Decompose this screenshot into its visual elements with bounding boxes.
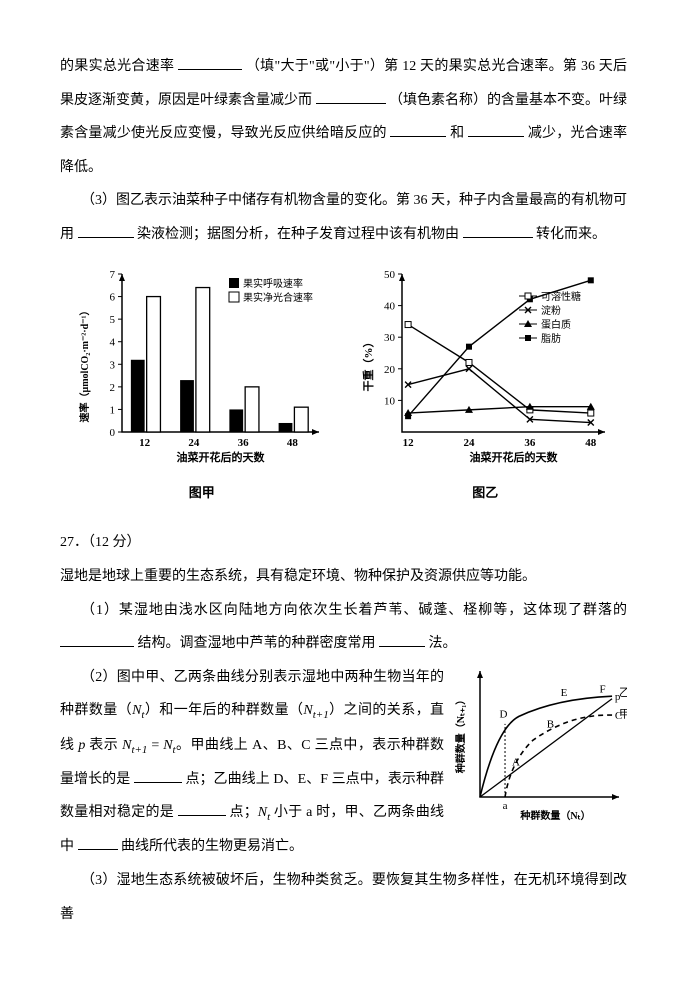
figure-yi: 10 20 30 40 50 干重（%） 12 24 36 48 油菜开花后的天数 可溶性糖淀粉蛋白质… (358, 264, 613, 509)
svg-text:A: A (512, 756, 520, 768)
svg-text:48: 48 (287, 437, 299, 449)
blank-pigment[interactable] (316, 89, 386, 104)
text: 和 (450, 126, 464, 141)
svg-text:蛋白质: 蛋白质 (541, 318, 571, 331)
sub-t1: t+1 (131, 743, 147, 755)
q27-heading: 27．（12 分） (60, 526, 627, 560)
text: 点； (229, 805, 257, 820)
svg-text:F: F (600, 683, 606, 695)
svg-text:D: D (499, 708, 507, 720)
svg-text:48: 48 (585, 437, 597, 449)
svg-text:B: B (547, 718, 554, 730)
svg-text:50: 50 (384, 269, 396, 281)
svg-text:20: 20 (384, 363, 396, 375)
text: 染液检测；据图分析，在种子发育过程中该有机物由 (137, 227, 459, 242)
svg-text:36: 36 (238, 437, 250, 449)
svg-text:乙: 乙 (619, 686, 627, 699)
svg-text:2: 2 (110, 381, 116, 393)
svg-text:7: 7 (110, 269, 116, 281)
svg-text:种群数量（Nₜ₊₁）: 种群数量（Nₜ₊₁） (454, 694, 467, 773)
blank-product2[interactable] (468, 122, 524, 137)
svg-text:油菜开花后的天数: 油菜开花后的天数 (469, 450, 558, 464)
q27-intro: 湿地是地球上重要的生态系统，具有稳定环境、物种保护及资源供应等功能。 (60, 560, 627, 594)
blank-stable-point[interactable] (178, 801, 226, 816)
bar-chart: 01234567速率（μmolCO₂·m⁻²·d⁻¹）12243648油菜开花后… (74, 264, 329, 464)
text: 曲线所代表的生物更易消亡。 (121, 839, 303, 854)
blank-from[interactable] (463, 223, 533, 238)
var-N: N (132, 703, 141, 718)
text: 表示 (85, 738, 122, 753)
svg-text:40: 40 (384, 300, 396, 312)
var-N: N (163, 738, 172, 753)
sub-t: t (267, 811, 270, 823)
svg-text:油菜开花后的天数: 油菜开花后的天数 (177, 450, 266, 464)
blank-dye[interactable] (78, 223, 134, 238)
svg-text:1: 1 (110, 404, 116, 416)
svg-text:果实呼吸速率: 果实呼吸速率 (243, 277, 303, 290)
text: 法。 (429, 636, 457, 651)
q27-part2-row: （2）图中甲、乙两条曲线分别表示湿地中两种生物当年的种群数量（Nt）和一年后的种… (60, 661, 627, 864)
svg-text:10: 10 (384, 395, 396, 407)
q27-part3: （3）湿地生态系统被破坏后，生物种类贫乏。要恢复其生物多样性，在无机环境得到改善 (60, 864, 627, 931)
q-part2-paragraph: 的果实总光合速率 （填"大于"或"小于"）第 12 天的果实总光合速率。第 36… (60, 50, 627, 184)
svg-text:淀粉: 淀粉 (541, 304, 561, 317)
q-part3-paragraph: （3）图乙表示油菜种子中储存有机物含量的变化。第 36 天，种子内含量最高的有机… (60, 184, 627, 251)
svg-text:12: 12 (139, 437, 151, 449)
question-27: 27．（12 分） 湿地是地球上重要的生态系统，具有稳定环境、物种保护及资源供应… (60, 526, 627, 931)
q27-part2-text: （2）图中甲、乙两条曲线分别表示湿地中两种生物当年的种群数量（Nt）和一年后的种… (60, 661, 444, 864)
caption-jia: 图甲 (74, 477, 329, 508)
svg-text:速率（μmolCO₂·m⁻²·d⁻¹）: 速率（μmolCO₂·m⁻²·d⁻¹） (78, 305, 91, 422)
blank-curve[interactable] (78, 835, 118, 850)
svg-text:0: 0 (110, 427, 116, 439)
text: （1）某湿地由浅水区向陆地方向依次生长着芦苇、碱蓬、柽柳等，这体现了群落的 (81, 603, 627, 618)
blank-method[interactable] (379, 632, 425, 647)
svg-text:12: 12 (402, 437, 414, 449)
svg-text:甲: 甲 (619, 708, 627, 720)
text: ）和一年后的种群数量（ (144, 703, 303, 718)
line-chart: 10 20 30 40 50 干重（%） 12 24 36 48 油菜开花后的天数 可溶性糖淀粉蛋白质… (358, 264, 613, 464)
text: 结构。调查湿地中芦苇的种群密度常用 (138, 636, 376, 651)
svg-text:36: 36 (524, 437, 536, 449)
figure-jia: 01234567速率（μmolCO₂·m⁻²·d⁻¹）12243648油菜开花后… (74, 264, 329, 509)
svg-text:3: 3 (110, 359, 116, 371)
svg-text:可溶性糖: 可溶性糖 (541, 290, 581, 303)
svg-text:脂肪: 脂肪 (541, 332, 561, 345)
blank-product1[interactable] (390, 122, 446, 137)
text: = (147, 738, 163, 753)
var-N: N (258, 805, 267, 820)
blank-fill[interactable] (178, 55, 242, 70)
svg-text:24: 24 (189, 437, 201, 449)
var-N: N (303, 703, 312, 718)
svg-text:5: 5 (110, 314, 116, 326)
figure-row: 01234567速率（μmolCO₂·m⁻²·d⁻¹）12243648油菜开花后… (60, 264, 627, 509)
text: 的果实总光合速率 (60, 59, 174, 74)
blank-structure[interactable] (60, 632, 134, 647)
sub-t1: t+1 (313, 709, 329, 721)
svg-text:干重（%）: 干重（%） (361, 336, 375, 391)
svg-text:E: E (561, 687, 568, 699)
svg-text:a: a (503, 800, 508, 812)
svg-text:4: 4 (110, 336, 116, 348)
svg-text:种群数量（Nₜ）: 种群数量（Nₜ） (519, 809, 590, 821)
caption-yi: 图乙 (358, 477, 613, 508)
svg-text:6: 6 (110, 291, 116, 303)
svg-text:30: 30 (384, 332, 396, 344)
svg-text:24: 24 (463, 437, 475, 449)
svg-text:果实净光合速率: 果实净光合速率 (243, 291, 313, 304)
population-curve-chart: ABCDEFp乙甲a种群数量（Nₜ）种群数量（Nₜ₊₁） (452, 661, 627, 821)
blank-growth-point[interactable] (134, 768, 182, 783)
q27-part1: （1）某湿地由浅水区向陆地方向依次生长着芦苇、碱蓬、柽柳等，这体现了群落的 结构… (60, 594, 627, 661)
text: 转化而来。 (536, 227, 606, 242)
